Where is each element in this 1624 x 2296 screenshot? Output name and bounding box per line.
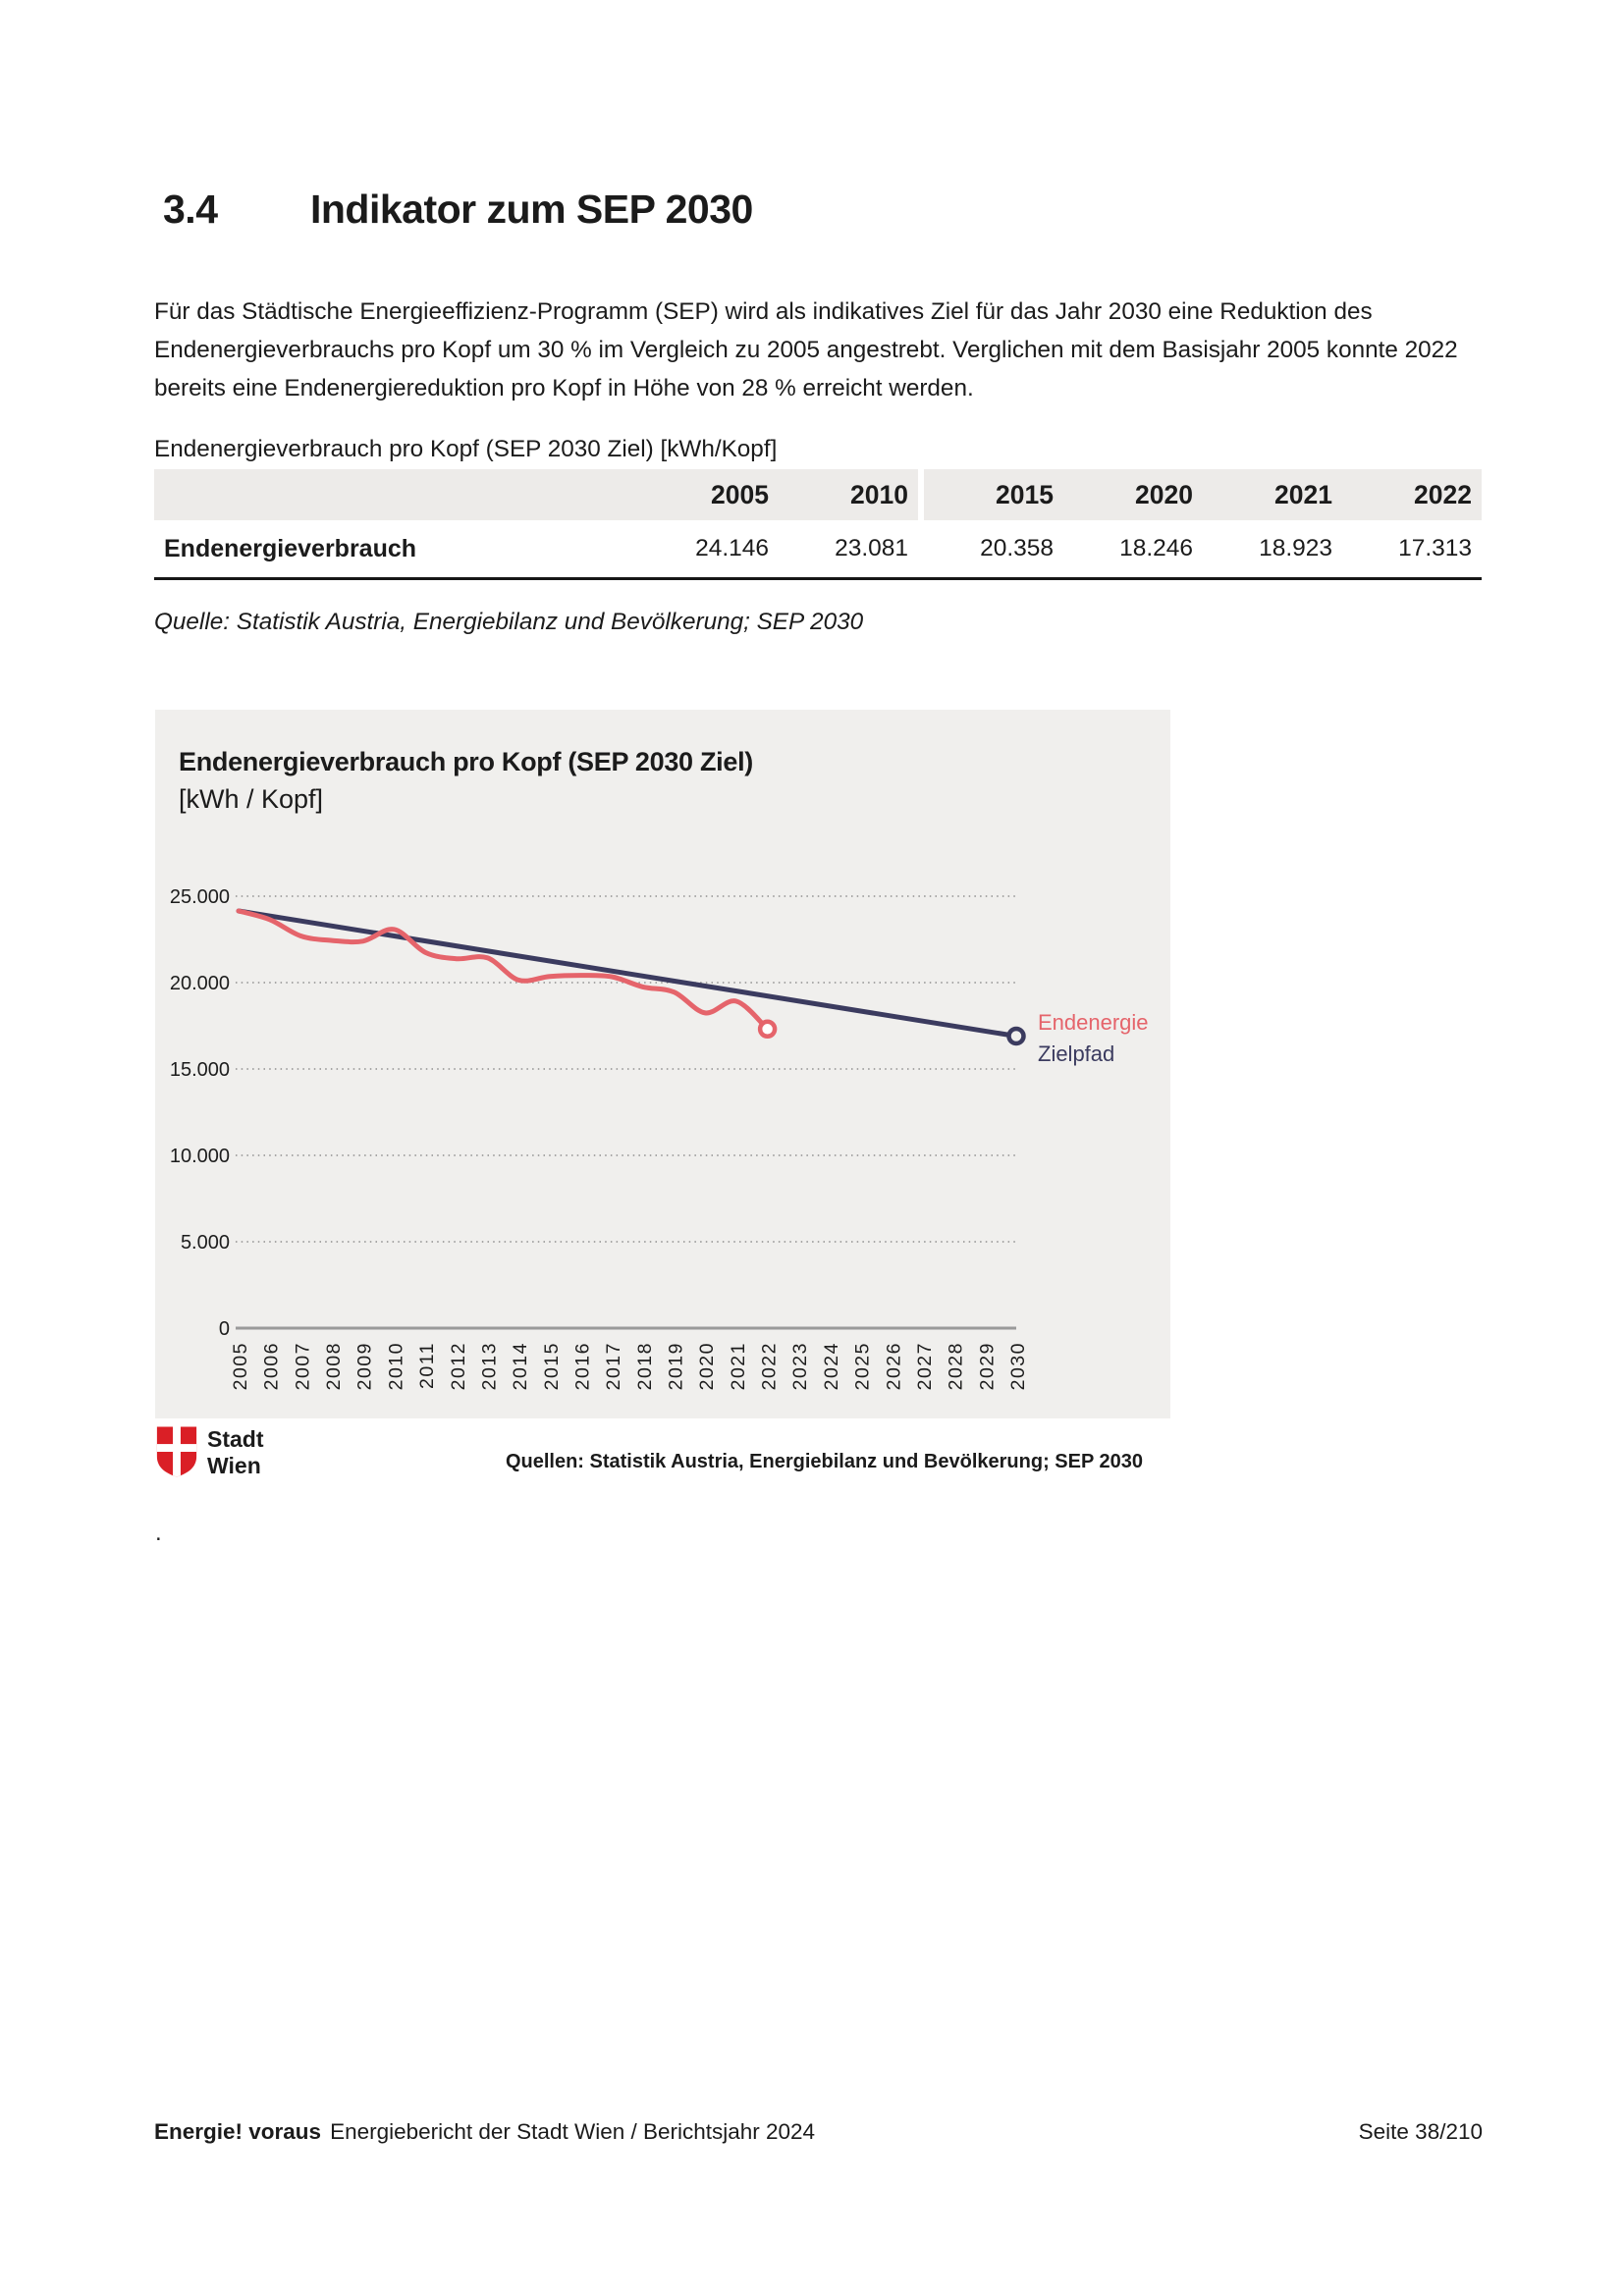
stadt-wien-logo: Stadt Wien bbox=[155, 1425, 264, 1479]
section-number: 3.4 bbox=[163, 187, 218, 232]
y-tick-label: 20.000 bbox=[170, 973, 230, 994]
x-tick-label: 2008 bbox=[323, 1342, 345, 1390]
legend-endenergie: Endenergie bbox=[1038, 1010, 1149, 1035]
x-tick-label: 2017 bbox=[603, 1342, 624, 1390]
value-2005: 24.146 bbox=[695, 535, 769, 561]
x-tick-label: 2019 bbox=[666, 1342, 687, 1390]
series-endenergie bbox=[236, 908, 771, 1032]
x-tick-label: 2023 bbox=[789, 1342, 811, 1390]
x-tick-label: 2007 bbox=[292, 1342, 313, 1390]
series-zielpfad bbox=[236, 908, 1019, 1039]
x-tick-label: 2010 bbox=[385, 1342, 406, 1390]
value-2020: 18.246 bbox=[1119, 535, 1193, 561]
chart-panel: 25.000 20.000 15.000 10.000 5.000 0 2005 2006 20… bbox=[155, 710, 1170, 1418]
x-tick-label: 2011 bbox=[416, 1342, 438, 1389]
table-header-2020: 2020 bbox=[1063, 469, 1203, 520]
y-tick-label: 5.000 bbox=[181, 1232, 230, 1254]
footer-brand: Energie! voraus bbox=[154, 2119, 322, 2144]
x-tick-label: 2025 bbox=[852, 1342, 874, 1390]
x-tick-label: 2013 bbox=[478, 1342, 500, 1390]
x-tick-label: 2006 bbox=[261, 1342, 283, 1390]
intro-paragraph: Für das Städtische Energieeffizienz-Prog… bbox=[154, 298, 1458, 401]
logo-line2: Wien bbox=[207, 1453, 261, 1478]
section-title: Indikator zum SEP 2030 bbox=[310, 187, 753, 232]
table-header-2021: 2021 bbox=[1203, 469, 1342, 520]
value-2010: 23.081 bbox=[835, 535, 908, 561]
table-title: Endenergieverbrauch pro Kopf (SEP 2030 Z… bbox=[154, 436, 778, 462]
table-header-2022: 2022 bbox=[1342, 469, 1482, 520]
chart-footer-row: Stadt Wien Quellen: Statistik Austria, E… bbox=[155, 1425, 1170, 1479]
legend-zielpfad: Zielpfad bbox=[1038, 1041, 1115, 1066]
y-tick-label: 0 bbox=[219, 1318, 230, 1340]
x-tick-label: 2015 bbox=[541, 1342, 563, 1390]
page-footer: Energie! voraus Energiebericht der Stadt … bbox=[154, 2119, 1483, 2145]
value-2015: 20.358 bbox=[980, 535, 1054, 561]
footer-left: Energie! voraus Energiebericht der Stadt … bbox=[154, 2119, 815, 2145]
section-heading: 3.4 Indikator zum SEP 2030 bbox=[163, 187, 753, 233]
x-tick-label: 2012 bbox=[448, 1342, 469, 1390]
chart-source-note: Quellen: Statistik Austria, Energiebilan… bbox=[505, 1451, 1143, 1472]
x-tick-label: 2022 bbox=[759, 1342, 781, 1390]
footer-page-number: Seite 38/210 bbox=[1358, 2119, 1483, 2144]
indicator-table: Endenergieverbrauch pro Kopf (SEP 2030 Z… bbox=[154, 436, 1482, 580]
x-tick-label: 2014 bbox=[510, 1342, 531, 1390]
logo-wordmark: Stadt Wien bbox=[207, 1425, 264, 1479]
stray-period: . bbox=[155, 1520, 162, 1546]
x-tick-label: 2016 bbox=[572, 1342, 594, 1390]
x-tick-label: 2005 bbox=[230, 1342, 251, 1390]
value-2021: 18.923 bbox=[1259, 535, 1332, 561]
x-tick-label: 2020 bbox=[696, 1342, 718, 1390]
table-bottom-rule bbox=[154, 577, 1482, 580]
row-label: Endenergieverbrauch bbox=[164, 534, 417, 562]
table-row: Endenergieverbrauch 24.146 23.081 20.358… bbox=[154, 520, 1482, 577]
x-tick-label: 2021 bbox=[728, 1342, 749, 1390]
x-tick-label: 2018 bbox=[634, 1342, 656, 1390]
x-tick-label: 2028 bbox=[946, 1342, 967, 1390]
x-tick-label: 2009 bbox=[354, 1342, 376, 1390]
table-header-gap bbox=[918, 469, 924, 520]
footer-doc-title: Energiebericht der Stadt Wien / Berichts… bbox=[330, 2119, 816, 2144]
x-tick-label: 2026 bbox=[883, 1342, 904, 1390]
y-tick-label: 25.000 bbox=[170, 886, 230, 908]
value-2022: 17.313 bbox=[1398, 535, 1472, 561]
wien-shield-icon bbox=[156, 1426, 197, 1477]
x-tick-label: 2027 bbox=[914, 1342, 936, 1390]
chart-title: Endenergieverbrauch pro Kopf (SEP 2030 Z… bbox=[179, 747, 753, 776]
y-tick-label: 15.000 bbox=[170, 1059, 230, 1081]
end-marker-zielpfad bbox=[1006, 1026, 1026, 1046]
table-header-2010: 2010 bbox=[779, 469, 918, 520]
table-source-note: Quelle: Statistik Austria, Energiebilanz… bbox=[154, 609, 864, 635]
table-header-row: 2005 2010 2015 2020 2021 2022 bbox=[154, 469, 1482, 520]
x-tick-label: 2030 bbox=[1007, 1342, 1029, 1390]
end-marker-endenergie bbox=[757, 1019, 778, 1040]
x-tick-label: 2024 bbox=[821, 1342, 842, 1390]
table-header-2005: 2005 bbox=[639, 469, 779, 520]
table-header-2015: 2015 bbox=[924, 469, 1063, 520]
logo-line1: Stadt bbox=[207, 1426, 264, 1452]
chart-unit-label: [kWh / Kopf] bbox=[179, 784, 324, 814]
y-tick-label: 10.000 bbox=[170, 1146, 230, 1167]
table-header-empty bbox=[154, 469, 639, 520]
x-tick-label: 2029 bbox=[976, 1342, 998, 1390]
